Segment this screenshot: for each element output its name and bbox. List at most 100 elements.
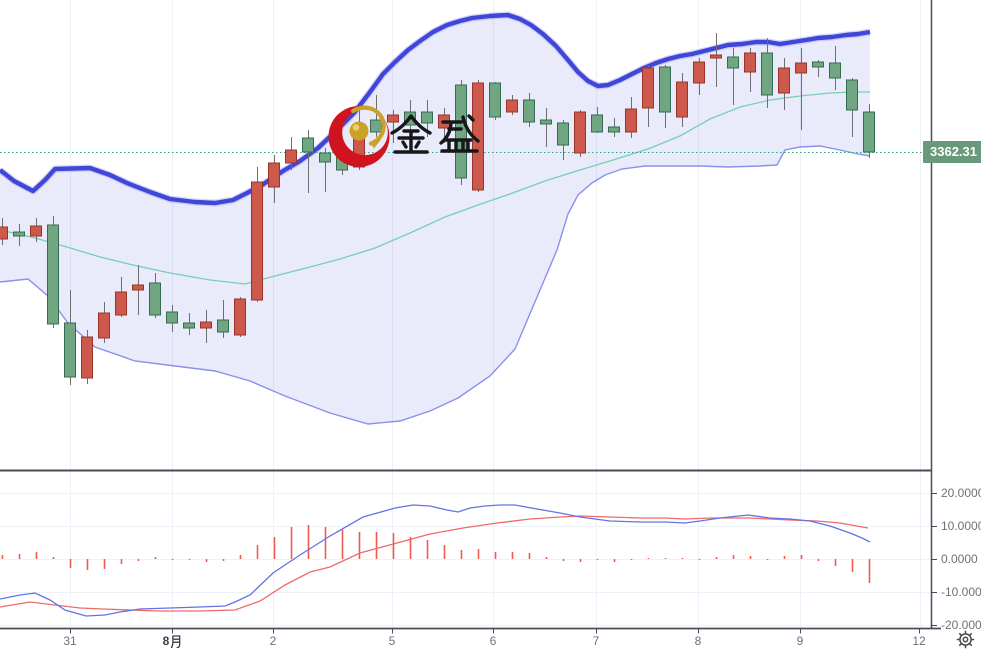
- candle-body: [13, 231, 25, 237]
- candle-body: [200, 321, 212, 329]
- candle-body: [591, 114, 603, 133]
- candle-up: [574, 110, 586, 157]
- candle-down: [47, 216, 59, 328]
- candle-up: [506, 95, 518, 115]
- candle-up: [642, 65, 654, 127]
- candle-down: [183, 313, 195, 335]
- candle-body: [166, 311, 178, 324]
- x-axis-label: 2: [269, 634, 277, 648]
- candle-body: [659, 66, 671, 113]
- candle-body: [285, 149, 297, 164]
- candle-up: [710, 33, 722, 87]
- macd-axis-label: 20.0000: [941, 486, 981, 500]
- candle-body: [795, 62, 807, 74]
- candle-up: [200, 310, 212, 343]
- x-axis-label: 8: [163, 635, 182, 648]
- candle-body: [268, 162, 280, 188]
- candle-down: [608, 118, 620, 137]
- candle-body: [472, 82, 484, 191]
- x-axis-label: 7: [592, 634, 600, 648]
- candle-body: [829, 62, 841, 79]
- candle-up: [795, 48, 807, 130]
- bollinger-fill: [0, 15, 870, 424]
- x-axis-label: 5: [388, 634, 396, 648]
- candle-down: [64, 290, 76, 385]
- candle-down: [846, 78, 858, 137]
- candle-body: [642, 67, 654, 109]
- candle-up: [676, 73, 688, 127]
- candle-body: [574, 111, 586, 154]
- candle-down: [727, 48, 739, 105]
- x-axis-label: 6: [489, 634, 497, 648]
- candle-up: [268, 155, 280, 203]
- candle-up: [98, 302, 110, 343]
- candle-body: [506, 99, 518, 113]
- grid-layer: [0, 0, 931, 628]
- candle-body: [319, 152, 331, 163]
- bollinger-lower-band: [0, 145, 871, 425]
- x-axis-label: 9: [796, 634, 804, 648]
- candle-body: [149, 282, 161, 316]
- candle-up: [132, 265, 144, 315]
- last-price-badge: 3362.31: [923, 141, 981, 163]
- candle-body: [47, 224, 59, 325]
- candle-down: [302, 130, 314, 193]
- candle-up: [115, 277, 127, 317]
- candle-body: [438, 114, 450, 129]
- x-axis-label: 12: [912, 634, 926, 648]
- candle-body: [115, 291, 127, 316]
- candle-body: [64, 322, 76, 378]
- candle-body: [302, 137, 314, 153]
- candle-body: [404, 111, 416, 126]
- candle-body: [0, 226, 8, 240]
- last-price-value: 3362.31: [930, 144, 977, 159]
- candle-body: [353, 124, 365, 168]
- candle-down: [591, 107, 603, 133]
- candle-body: [81, 336, 93, 379]
- candle-down: [523, 93, 535, 127]
- macd-dif-line: [0, 504, 871, 617]
- candle-body: [132, 284, 144, 291]
- bollinger-upper-band: [0, 12, 871, 206]
- candle-up: [30, 218, 42, 242]
- candle-down: [863, 104, 875, 158]
- candle-body: [540, 119, 552, 125]
- candle-body: [421, 111, 433, 124]
- candle-body: [625, 108, 637, 133]
- candle-up: [625, 97, 637, 138]
- month-character-glyph: [170, 635, 180, 648]
- candle-down: [166, 305, 178, 332]
- macd-axis-label: -20.0000: [941, 618, 981, 632]
- candle-body: [778, 67, 790, 94]
- macd-axis-label: -10.0000: [941, 585, 981, 599]
- candle-down: [217, 300, 229, 338]
- candle-down: [659, 65, 671, 128]
- bollinger-band: [0, 11, 871, 425]
- candle-up: [285, 137, 297, 170]
- candle-down: [829, 46, 841, 90]
- candle-up: [234, 297, 246, 337]
- candle-body: [693, 61, 705, 84]
- candle-body: [217, 319, 229, 333]
- macd-indicator: [0, 504, 871, 617]
- candle-down: [149, 273, 161, 318]
- settings-gear-icon[interactable]: [956, 630, 975, 649]
- candle-body: [710, 54, 722, 59]
- candle-body: [744, 52, 756, 73]
- candle-body: [336, 156, 348, 171]
- candle-body: [846, 79, 858, 111]
- candle-up: [0, 218, 8, 245]
- candle-down: [812, 60, 824, 77]
- candle-down: [13, 224, 25, 246]
- candle-body: [727, 56, 739, 69]
- macd-axis-label: 10.0000: [941, 519, 981, 533]
- x-axis-label: 8: [694, 634, 702, 648]
- bollinger-middle-line: [0, 91, 870, 285]
- candle-body: [557, 122, 569, 146]
- candle-body: [370, 119, 382, 133]
- macd-axis-label: 0.0000: [941, 552, 978, 566]
- candle-body: [761, 52, 773, 96]
- candle-up: [778, 58, 790, 110]
